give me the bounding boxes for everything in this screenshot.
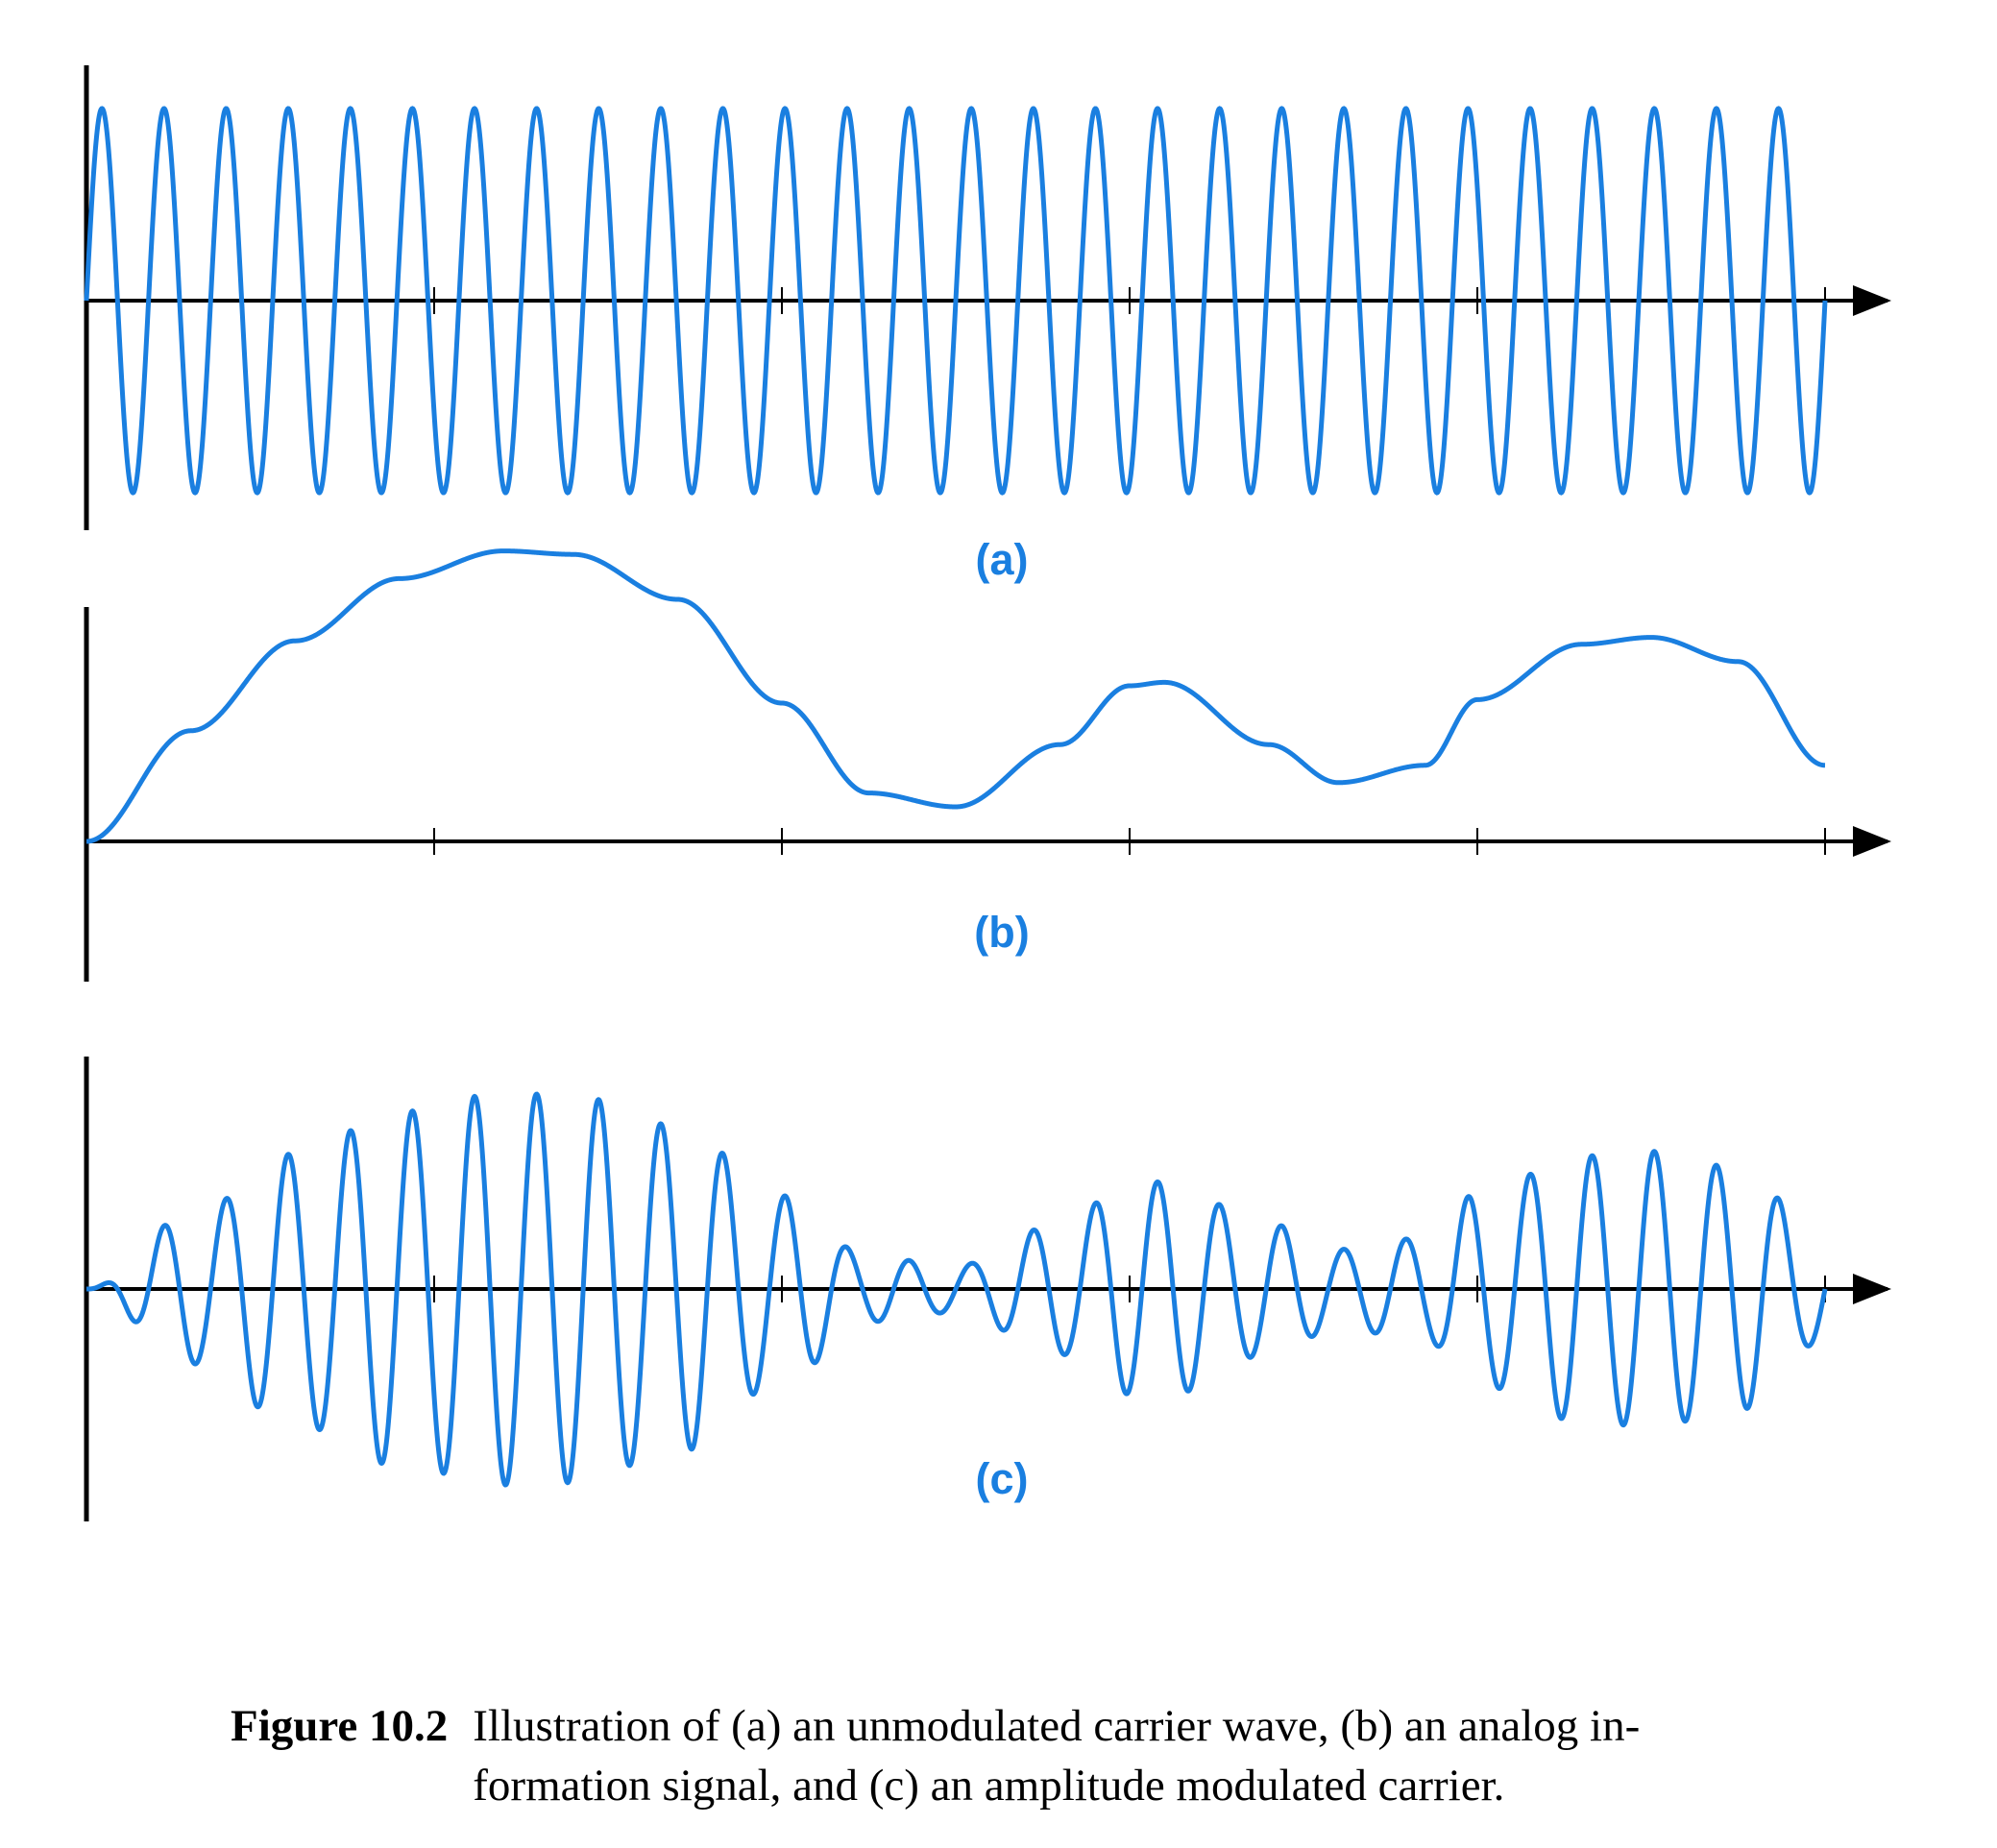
- panel-b-x-ticks: [433, 828, 1826, 855]
- caption-label: Figure 10.2: [231, 1701, 449, 1751]
- caption-line-2: formation signal, and (c) an amplitude m…: [473, 1761, 1505, 1811]
- figure-caption: Figure 10.2 Illustration of (a) an unmod…: [231, 1696, 1806, 1815]
- panel-a-carrier-wave: (a): [84, 65, 1891, 584]
- panel-a-label: (a): [976, 535, 1029, 584]
- panel-c-label: (c): [976, 1454, 1029, 1503]
- panel-c-modulated-line: [86, 1091, 1828, 1488]
- panel-a-carrier-line: [84, 106, 1828, 496]
- panel-b-information-signal: (b): [84, 548, 1891, 982]
- panel-b-label: (b): [974, 908, 1029, 957]
- caption-line-1: Illustration of (a) an unmodulated carri…: [473, 1701, 1641, 1751]
- panel-b-signal-line: [86, 548, 1826, 844]
- panel-c-am-carrier: (c): [84, 1057, 1891, 1521]
- caption-text: Illustration of (a) an unmodulated carri…: [473, 1696, 1806, 1815]
